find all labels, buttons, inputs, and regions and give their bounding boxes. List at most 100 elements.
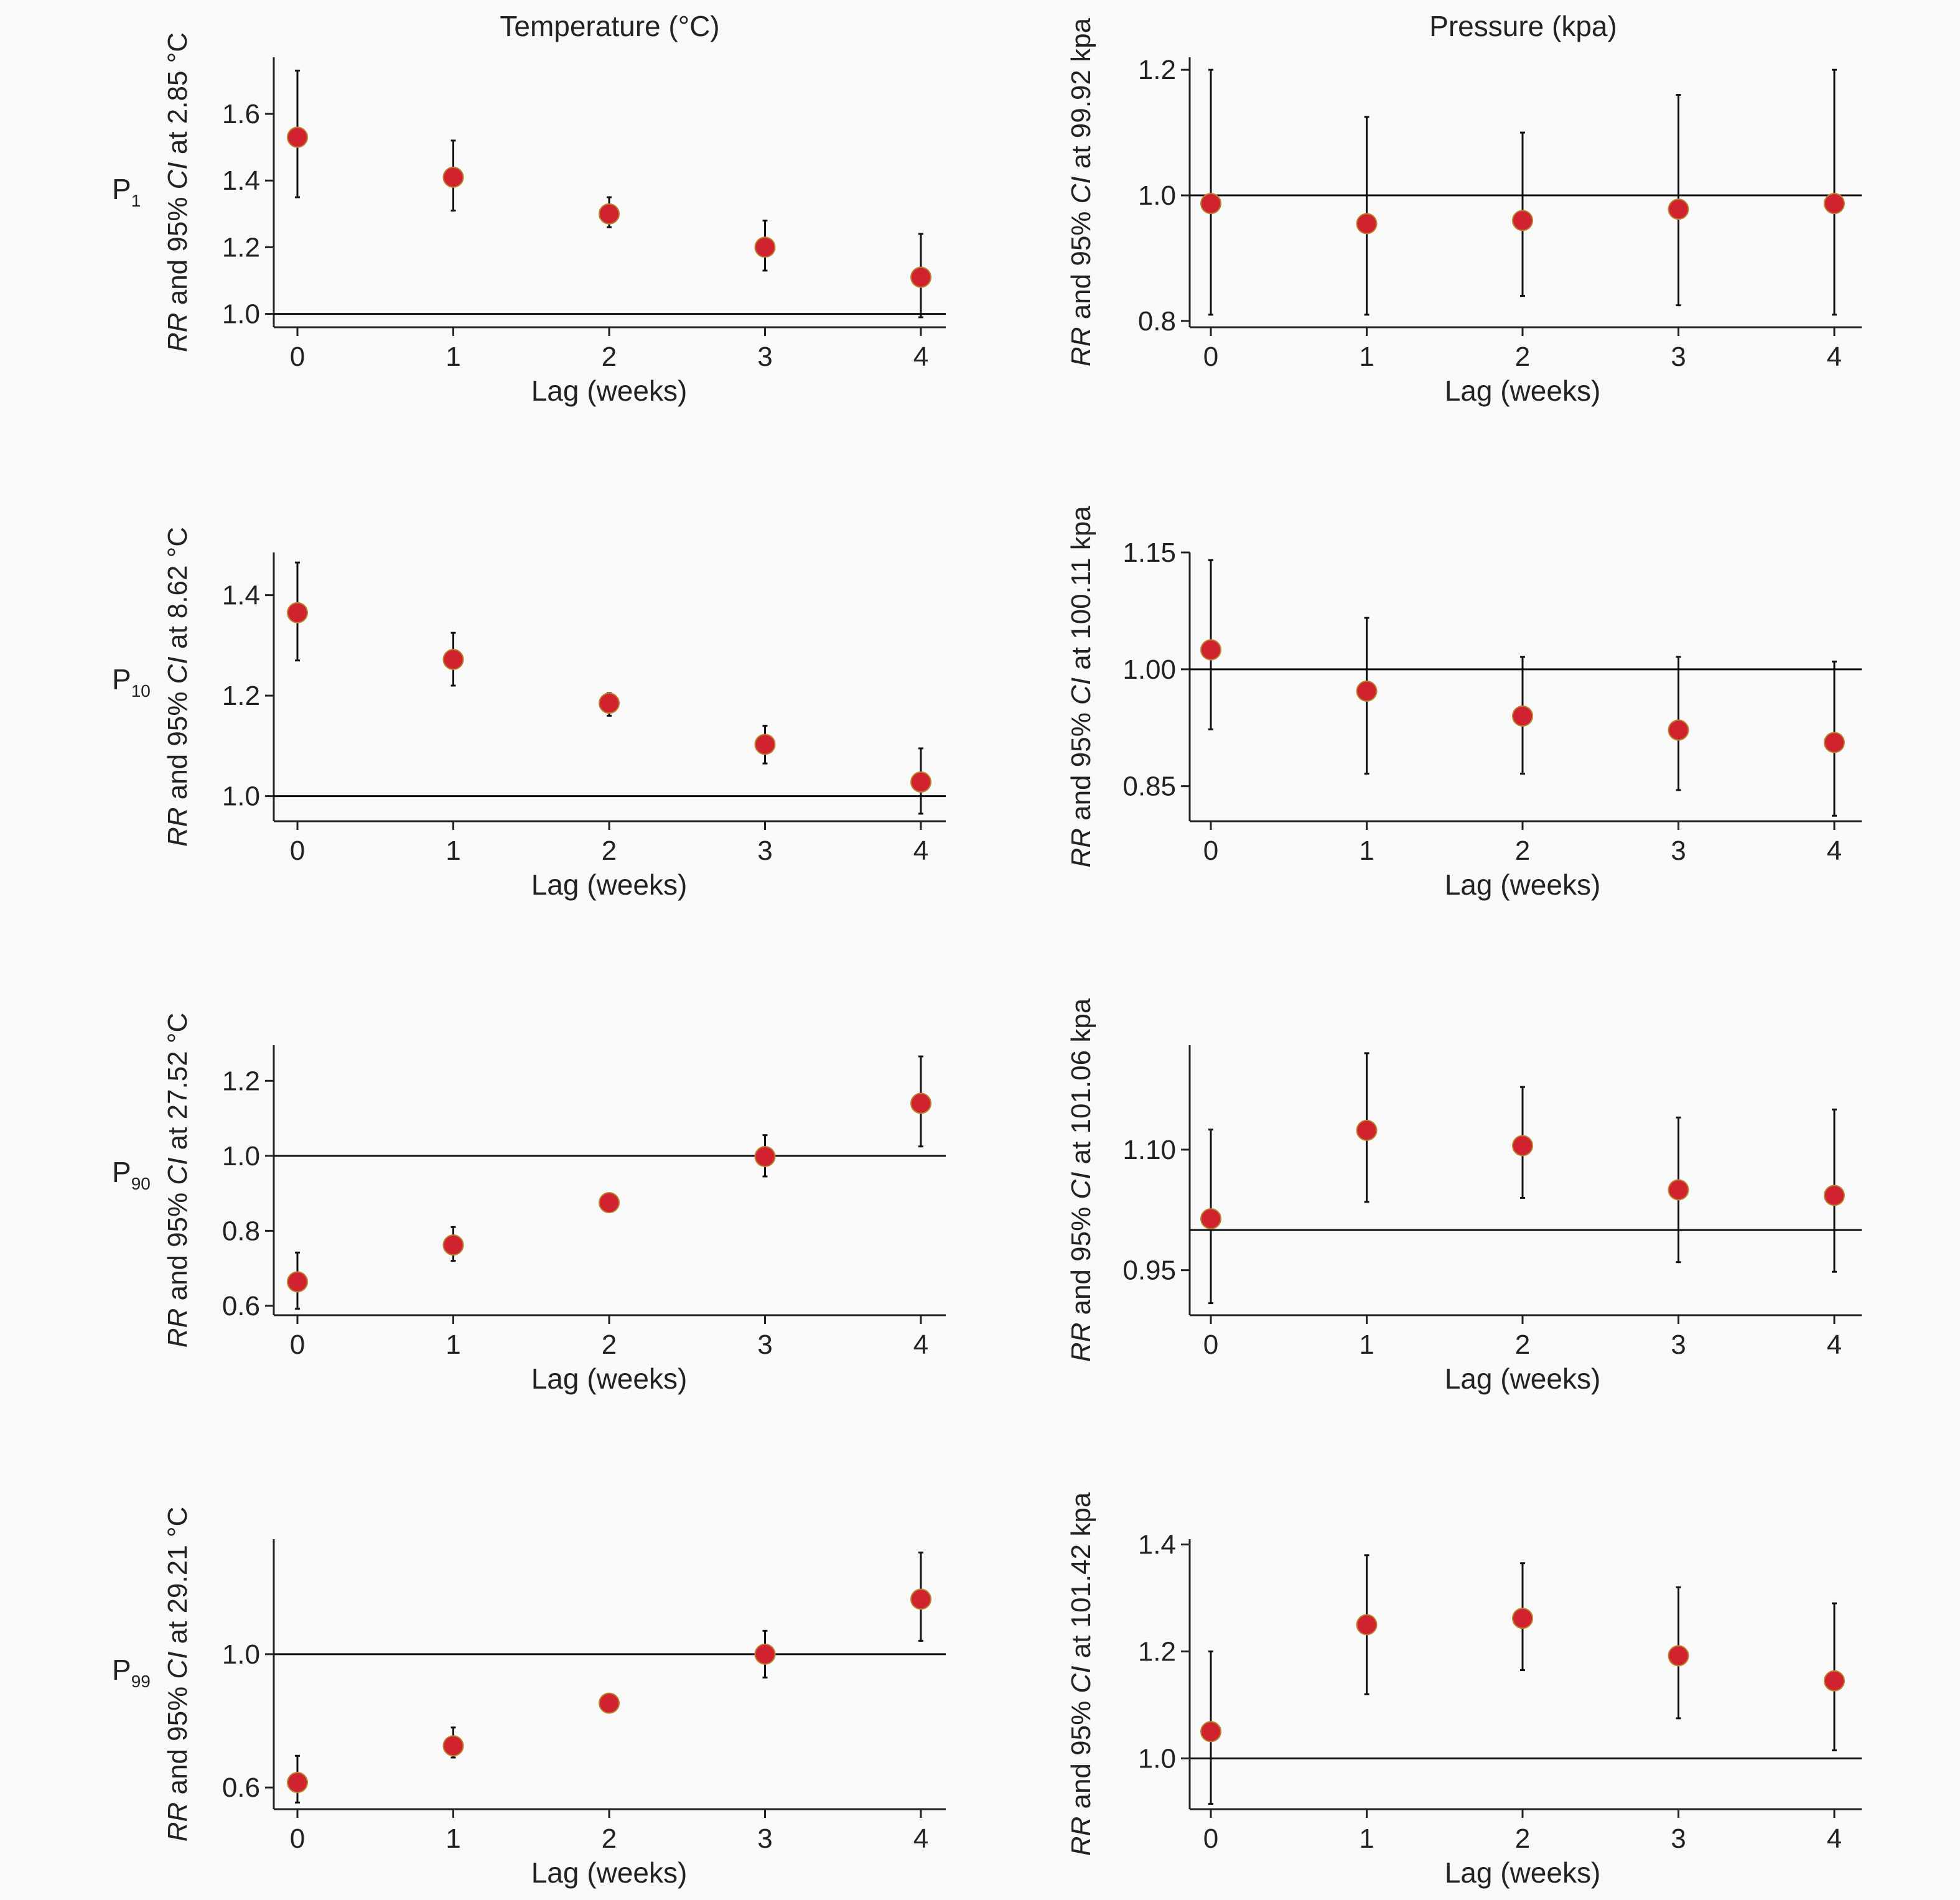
y-tick-label: 1.4 bbox=[1138, 1530, 1176, 1560]
data-point bbox=[442, 1735, 464, 1757]
chart-pres-p90: 0.95 1.10 0 1 2 3 4 Lag (weeks) RR and 95% CI at… bbox=[1066, 998, 1862, 1395]
data-point bbox=[1512, 1135, 1533, 1157]
row-label-p90: P90 bbox=[112, 1156, 151, 1193]
y-axis-title: RR and 95% CI at 27.52 °C bbox=[162, 1013, 193, 1348]
chart-pres-p1: 0.8 1.0 1.2 0 1 2 3 4 Lag (weeks) RR and 95% CI a… bbox=[1066, 17, 1862, 407]
y-axis-title-part: and 95% bbox=[162, 1679, 193, 1802]
y-axis-title: RR and 95% CI at 101.06 kpa bbox=[1066, 998, 1096, 1362]
row-label-subscript: 1 bbox=[131, 191, 141, 210]
y-axis-title-part: at 99.92 kpa bbox=[1066, 17, 1096, 176]
data-point bbox=[287, 1772, 308, 1794]
data-point bbox=[1824, 193, 1845, 215]
data-point bbox=[1824, 732, 1845, 753]
x-axis-title: Lag (weeks) bbox=[531, 375, 688, 407]
y-tick-label: 0.6 bbox=[222, 1291, 260, 1321]
row-label-main: P bbox=[112, 1654, 131, 1686]
row-label-p99: P99 bbox=[112, 1654, 151, 1691]
y-axis-title-part: CI bbox=[162, 1158, 193, 1185]
x-tick-label: 3 bbox=[1671, 1330, 1686, 1360]
chart-temp-p10: 1.0 1.2 1.4 0 1 2 3 4 Lag (weeks) RR and 95% CI a… bbox=[162, 527, 946, 901]
y-axis-title: RR and 95% CI at 2.85 °C bbox=[162, 32, 193, 352]
x-tick-label: 0 bbox=[1203, 1330, 1218, 1360]
x-tick-label: 1 bbox=[446, 836, 460, 866]
x-tick-label: 0 bbox=[290, 836, 305, 866]
y-axis-title-part: and 95% bbox=[1066, 705, 1096, 828]
x-axis-title: Lag (weeks) bbox=[531, 1362, 688, 1395]
data-point bbox=[442, 1234, 464, 1256]
data-point bbox=[287, 1271, 308, 1293]
y-axis-title-part: and 95% bbox=[162, 189, 193, 312]
data-point bbox=[1200, 1208, 1221, 1229]
y-axis-title: RR and 95% CI at 29.21 °C bbox=[162, 1507, 193, 1842]
x-tick-label: 4 bbox=[913, 1330, 928, 1360]
x-tick-label: 1 bbox=[1359, 1823, 1374, 1854]
data-point bbox=[754, 236, 776, 258]
x-tick-label: 2 bbox=[1515, 342, 1530, 372]
data-point bbox=[287, 602, 308, 623]
data-point bbox=[910, 266, 931, 288]
data-point bbox=[754, 1146, 776, 1168]
chart-temp-p90: 0.6 0.8 1.0 1.2 0 1 2 3 4 Lag (weeks) RR and 95% C… bbox=[162, 1013, 946, 1395]
y-tick-label: 0.85 bbox=[1122, 771, 1176, 802]
x-axis-title: Lag (weeks) bbox=[1445, 375, 1601, 407]
row-label-subscript: 90 bbox=[131, 1174, 151, 1193]
row-label-main: P bbox=[112, 173, 131, 205]
y-axis-title: RR and 95% CI at 99.92 kpa bbox=[1066, 17, 1096, 366]
y-axis-title-part: and 95% bbox=[1066, 203, 1096, 327]
x-tick-label: 2 bbox=[602, 1823, 617, 1854]
x-tick-label: 4 bbox=[913, 1823, 928, 1854]
data-point bbox=[599, 1192, 620, 1214]
data-point bbox=[1668, 1179, 1689, 1201]
y-tick-label: 1.0 bbox=[222, 1639, 260, 1670]
x-tick-label: 2 bbox=[1515, 1330, 1530, 1360]
y-tick-label: 1.10 bbox=[1122, 1135, 1176, 1165]
column-title-pressure: Pressure (kpa) bbox=[1429, 10, 1617, 42]
x-tick-label: 0 bbox=[290, 342, 305, 372]
y-axis-title: RR and 95% CI at 101.42 kpa bbox=[1066, 1492, 1096, 1856]
data-point bbox=[910, 1588, 931, 1610]
y-tick-label: 1.2 bbox=[222, 1066, 260, 1096]
x-tick-label: 0 bbox=[1203, 836, 1218, 866]
x-tick-label: 3 bbox=[757, 342, 772, 372]
row-label-p1: P1 bbox=[112, 173, 141, 210]
y-tick-label: 0.8 bbox=[222, 1216, 260, 1246]
data-point bbox=[1356, 1119, 1378, 1141]
data-point bbox=[1512, 705, 1533, 727]
x-tick-label: 1 bbox=[1359, 342, 1374, 372]
y-tick-label: 0.6 bbox=[222, 1772, 260, 1803]
x-tick-label: 2 bbox=[602, 836, 617, 866]
y-axis-title-part: and 95% bbox=[162, 1185, 193, 1308]
x-tick-label: 3 bbox=[757, 1330, 772, 1360]
x-tick-label: 1 bbox=[1359, 1330, 1374, 1360]
y-tick-label: 1.15 bbox=[1122, 538, 1176, 568]
y-tick-label: 1.2 bbox=[222, 681, 260, 711]
y-tick-label: 1.0 bbox=[222, 299, 260, 330]
y-tick-label: 1.0 bbox=[222, 1141, 260, 1171]
x-tick-label: 2 bbox=[1515, 836, 1530, 866]
data-point bbox=[1824, 1185, 1845, 1206]
data-point bbox=[1356, 213, 1378, 235]
y-axis-title-part: at 29.21 °C bbox=[162, 1507, 193, 1652]
x-tick-label: 4 bbox=[1827, 1330, 1842, 1360]
y-tick-label: 1.0 bbox=[222, 781, 260, 812]
y-axis-title-part: RR bbox=[162, 807, 193, 847]
chart-pres-p99: 1.0 1.2 1.4 0 1 2 3 4 Lag (weeks) RR and 95% CI a… bbox=[1066, 1492, 1862, 1889]
y-axis-title-part: CI bbox=[162, 656, 193, 684]
chart-temp-p1: 1.0 1.2 1.4 1.6 0 1 2 3 4 Lag (weeks) RR and 95% C… bbox=[162, 32, 946, 407]
data-point bbox=[1668, 719, 1689, 741]
data-point bbox=[1668, 198, 1689, 220]
x-tick-label: 3 bbox=[1671, 342, 1686, 372]
data-point bbox=[754, 1643, 776, 1665]
y-axis-title-part: at 8.62 °C bbox=[162, 527, 193, 656]
data-point bbox=[599, 1692, 620, 1714]
data-point bbox=[1200, 639, 1221, 661]
chart-pres-p10: 0.85 1.00 1.15 0 1 2 3 4 Lag (weeks) RR and 95% C… bbox=[1066, 506, 1862, 901]
data-point bbox=[754, 733, 776, 755]
y-axis-title-part: CI bbox=[162, 162, 193, 189]
x-tick-label: 1 bbox=[446, 342, 460, 372]
x-axis-title: Lag (weeks) bbox=[1445, 869, 1601, 901]
data-point bbox=[1668, 1645, 1689, 1667]
data-point bbox=[910, 1092, 931, 1114]
row-label-p10: P10 bbox=[112, 663, 151, 701]
data-point bbox=[442, 648, 464, 670]
